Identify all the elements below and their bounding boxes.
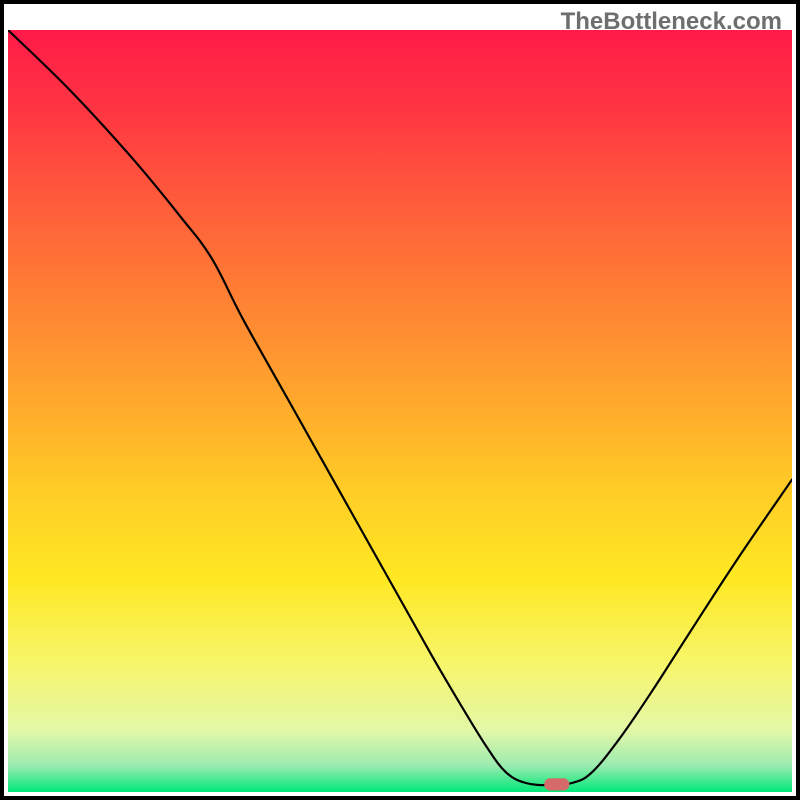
plot-area bbox=[8, 30, 792, 792]
watermark-text: TheBottleneck.com bbox=[561, 8, 782, 36]
optimal-marker bbox=[544, 778, 569, 790]
gradient-background bbox=[8, 30, 792, 792]
chart-svg bbox=[8, 30, 792, 792]
chart-frame: TheBottleneck.com bbox=[0, 0, 800, 800]
